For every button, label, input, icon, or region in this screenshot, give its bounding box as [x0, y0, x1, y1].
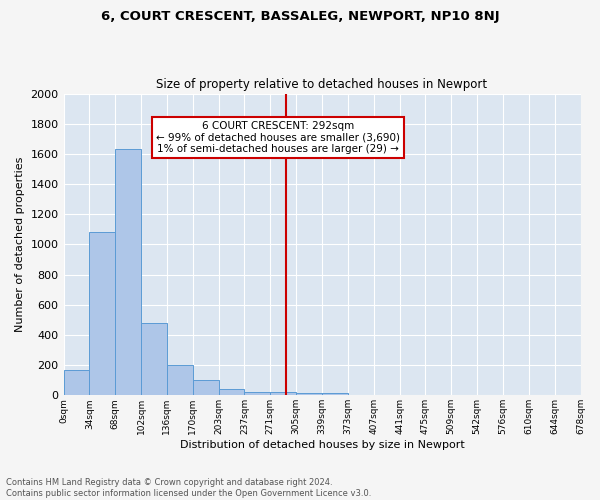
- Text: 6 COURT CRESCENT: 292sqm
← 99% of detached houses are smaller (3,690)
1% of semi: 6 COURT CRESCENT: 292sqm ← 99% of detach…: [156, 120, 400, 154]
- Bar: [193, 380, 218, 396]
- Bar: [167, 365, 193, 396]
- Bar: [64, 370, 89, 396]
- Bar: [271, 392, 296, 396]
- Title: Size of property relative to detached houses in Newport: Size of property relative to detached ho…: [157, 78, 488, 91]
- Bar: [115, 150, 141, 396]
- Bar: [322, 393, 348, 396]
- Bar: [89, 232, 115, 396]
- Bar: [296, 393, 322, 396]
- X-axis label: Distribution of detached houses by size in Newport: Distribution of detached houses by size …: [179, 440, 464, 450]
- Text: Contains HM Land Registry data © Crown copyright and database right 2024.
Contai: Contains HM Land Registry data © Crown c…: [6, 478, 371, 498]
- Bar: [244, 392, 271, 396]
- Y-axis label: Number of detached properties: Number of detached properties: [15, 156, 25, 332]
- Text: 6, COURT CRESCENT, BASSALEG, NEWPORT, NP10 8NJ: 6, COURT CRESCENT, BASSALEG, NEWPORT, NP…: [101, 10, 499, 23]
- Bar: [218, 390, 244, 396]
- Bar: [141, 323, 167, 396]
